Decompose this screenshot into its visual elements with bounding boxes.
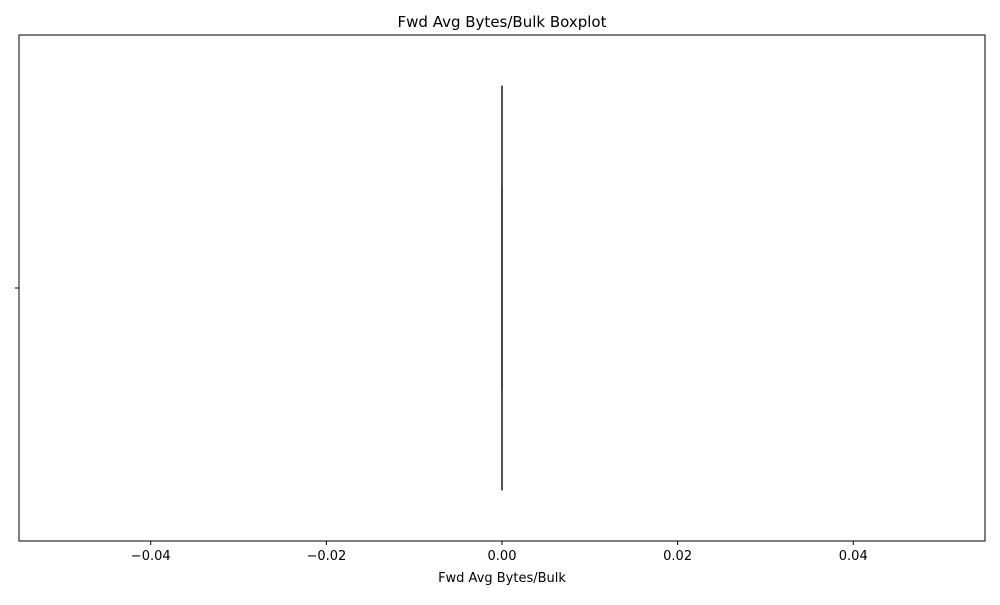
x-axis-label: Fwd Avg Bytes/Bulk: [438, 571, 566, 586]
chart-title: Fwd Avg Bytes/Bulk Boxplot: [398, 13, 607, 31]
x-tick-label: 0.02: [663, 549, 692, 564]
x-tick-label: −0.04: [131, 549, 171, 564]
x-tick-label: 0.00: [488, 549, 517, 564]
x-tick-label: 0.04: [839, 549, 868, 564]
x-tick-label: −0.02: [306, 549, 346, 564]
x-axis-ticks: −0.04 −0.02 0.00 0.02 0.04: [131, 541, 868, 564]
